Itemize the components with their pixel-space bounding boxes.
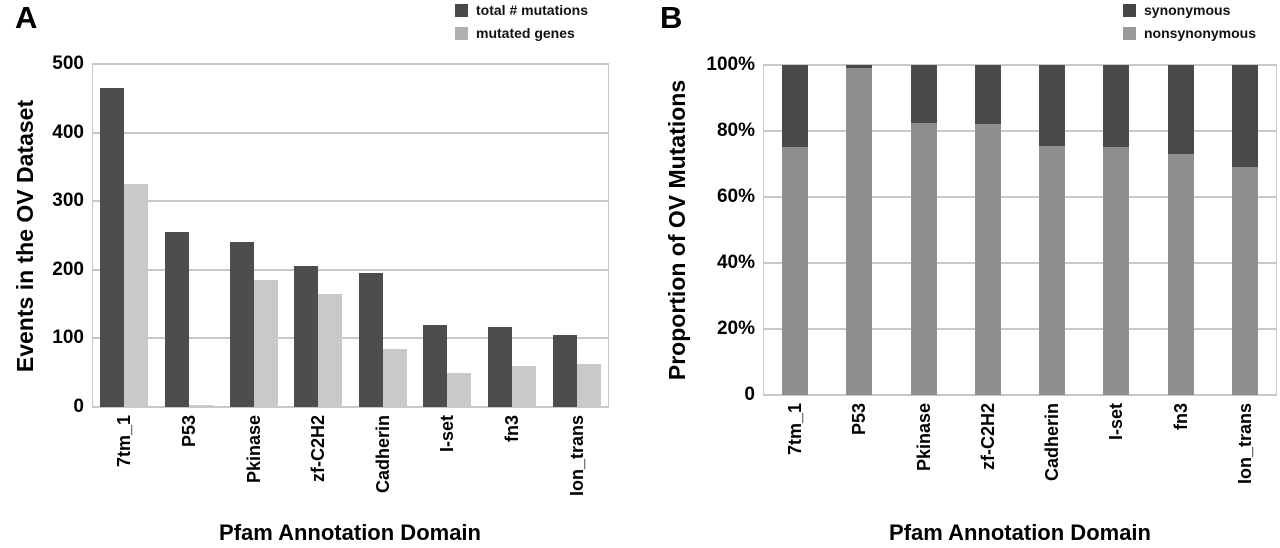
bar-nonsynonymous-Ion_trans (1232, 167, 1258, 395)
x-tick-label: Cadherin (1042, 403, 1062, 482)
bar-mutated-genes-7tm_1 (124, 184, 148, 407)
y-tick-label: 80% (716, 120, 755, 141)
bar-nonsynonymous-zf-C2H2 (975, 124, 1001, 395)
bar-nonsynonymous-7tm_1 (782, 147, 808, 395)
gridline (92, 200, 609, 203)
y-tick-label: 0 (73, 396, 84, 417)
legend-swatch-icon (455, 26, 468, 40)
y-tick-label: 200 (52, 258, 84, 280)
x-tick-label: Ion_trans (1235, 403, 1255, 485)
y-tick-label: 400 (52, 121, 84, 143)
panel-label-b: B (660, 0, 683, 35)
x-tick-label: Pkinase (914, 403, 934, 472)
legend-item: nonsynonymous (1123, 26, 1256, 40)
bar-total-mutations-7tm_1 (100, 88, 124, 407)
legend-label: nonsynonymous (1144, 25, 1257, 41)
y-tick-label: 300 (52, 190, 84, 212)
bar-synonymous-zf-C2H2 (975, 65, 1001, 124)
bar-total-mutations-I-set (423, 325, 447, 407)
bar-mutated-genes-I-set (447, 373, 471, 407)
bar-total-mutations-Pkinase (230, 242, 254, 407)
bar-total-mutations-P53 (165, 232, 189, 407)
legend-item: total # mutations (455, 3, 588, 17)
gridline (92, 406, 609, 408)
legend-label: mutated genes (476, 25, 575, 41)
y-tick-label: 40% (716, 252, 755, 273)
legend-a: total # mutations mutated genes (455, 3, 588, 49)
legend-item: synonymous (1123, 3, 1256, 17)
gridline (92, 268, 609, 271)
bar-mutated-genes-P53 (189, 405, 213, 407)
x-tick-label: Ion_trans (567, 415, 587, 497)
x-tick-label: zf-C2H2 (308, 415, 328, 483)
legend-swatch-icon (1123, 26, 1136, 40)
y-tick-label: 60% (716, 186, 755, 207)
bar-synonymous-Pkinase (911, 65, 937, 123)
gridline (92, 337, 609, 340)
x-tick-label: P53 (849, 403, 869, 436)
bar-total-mutations-fn3 (488, 327, 512, 407)
bar-synonymous-Ion_trans (1232, 65, 1258, 167)
bar-total-mutations-Ion_trans (553, 335, 577, 407)
x-tick-label: Pkinase (244, 415, 264, 484)
x-tick-label: Cadherin (373, 415, 393, 494)
gridline (92, 131, 609, 134)
x-tick-label: I-set (1106, 403, 1126, 441)
bar-mutated-genes-zf-C2H2 (318, 294, 342, 407)
legend-label: synonymous (1144, 2, 1231, 18)
legend-label: total # mutations (476, 2, 589, 18)
x-tick-label: fn3 (502, 415, 522, 442)
bar-total-mutations-Cadherin (359, 273, 383, 407)
y-tick-label: 100 (52, 327, 84, 349)
gridline (763, 262, 1277, 264)
bar-nonsynonymous-I-set (1103, 147, 1129, 395)
legend-b: synonymous nonsynonymous (1123, 3, 1256, 49)
x-tick-label: 7tm_1 (114, 415, 134, 468)
bar-synonymous-P53 (846, 65, 872, 68)
bar-synonymous-7tm_1 (782, 65, 808, 147)
bar-synonymous-fn3 (1168, 65, 1194, 154)
bar-mutated-genes-Ion_trans (577, 364, 601, 407)
gridline (763, 196, 1277, 198)
bar-nonsynonymous-Cadherin (1039, 146, 1065, 395)
bar-nonsynonymous-Pkinase (911, 123, 937, 395)
gridline (763, 130, 1277, 132)
bar-mutated-genes-Cadherin (383, 349, 407, 407)
x-axis-title-a: Pfam Annotation Domain (219, 520, 481, 545)
gridline (763, 64, 1277, 66)
x-tick-label: 7tm_1 (785, 403, 805, 456)
y-tick-label: 20% (716, 318, 755, 339)
bar-nonsynonymous-fn3 (1168, 154, 1194, 395)
x-tick-label: I-set (437, 415, 457, 453)
x-tick-label: P53 (179, 415, 199, 448)
legend-item: mutated genes (455, 26, 588, 40)
plot-area (763, 65, 1277, 395)
bar-mutated-genes-fn3 (512, 366, 536, 407)
y-tick-label: 500 (52, 53, 84, 74)
bar-synonymous-Cadherin (1039, 65, 1065, 146)
bar-nonsynonymous-P53 (846, 68, 872, 395)
gridline (92, 63, 609, 65)
legend-swatch-icon (455, 3, 468, 17)
bar-total-mutations-zf-C2H2 (294, 266, 318, 407)
y-tick-label: 100% (706, 54, 755, 75)
bar-mutated-genes-Pkinase (254, 280, 278, 407)
x-axis-title-b: Pfam Annotation Domain (889, 520, 1151, 545)
gridline (763, 328, 1277, 330)
y-tick-label: 0 (744, 384, 755, 405)
gridline (763, 394, 1277, 396)
x-tick-label: zf-C2H2 (978, 403, 998, 471)
legend-swatch-icon (1123, 3, 1136, 17)
x-tick-label: fn3 (1171, 403, 1191, 430)
panel-label-a: A (15, 0, 38, 35)
bar-synonymous-I-set (1103, 65, 1129, 147)
